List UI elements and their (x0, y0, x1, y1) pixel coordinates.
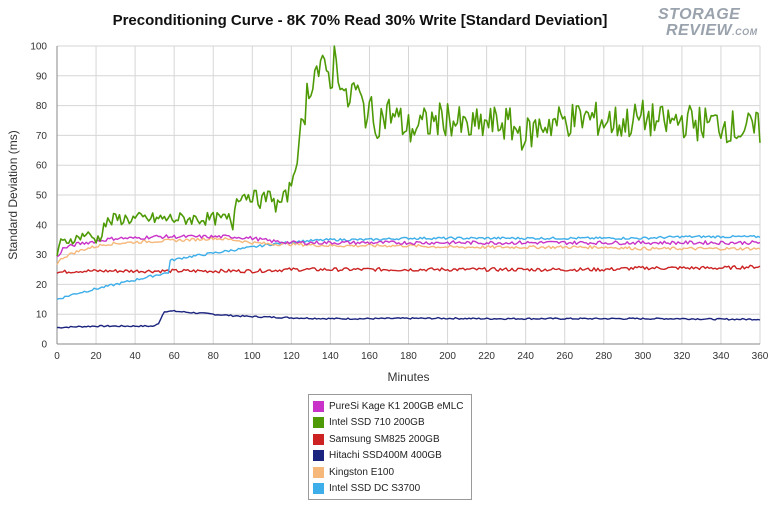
y-tick-label: 80 (36, 101, 48, 112)
x-axis-title: Minutes (387, 370, 429, 384)
legend-item: PureSi Kage K1 200GB eMLC (313, 398, 467, 415)
series-line-1 (56, 45, 761, 257)
y-tick-label: 20 (36, 280, 48, 291)
legend-item: Intel SSD 710 200GB (313, 415, 467, 432)
series-line-3 (56, 309, 761, 329)
chart-title: Preconditioning Curve - 8K 70% Read 30% … (112, 12, 608, 29)
series-line-5 (56, 234, 761, 300)
legend-label: Samsung SM825 200GB (329, 433, 440, 445)
x-tick-label: 60 (169, 351, 181, 362)
y-tick-label: 90 (36, 71, 48, 82)
storagereview-logo: STORAGE REVIEW.COM (648, 4, 768, 44)
x-tick-label: 300 (634, 351, 651, 362)
y-tick-label: 10 (36, 310, 48, 321)
legend-label: Hitachi SSD400M 400GB (329, 450, 442, 462)
legend-swatch (313, 433, 324, 445)
y-tick-label: 50 (36, 191, 48, 202)
chart-series (56, 45, 761, 329)
x-tick-label: 360 (752, 351, 769, 362)
legend-item: Hitachi SSD400M 400GB (313, 448, 467, 465)
legend-label: Intel SSD 710 200GB (329, 417, 425, 429)
chart-axes (56, 46, 760, 345)
chart-axis-labels: 0 10 20 30 40 50 60 70 80 90 100 0 20 40 60 80 100 120 140… (6, 42, 769, 385)
x-tick-label: 240 (517, 351, 534, 362)
x-tick-label: 260 (556, 351, 573, 362)
legend-label: Kingston E100 (329, 466, 395, 478)
series-line-0 (56, 234, 761, 258)
legend-item: Kingston E100 (313, 464, 467, 481)
x-tick-label: 200 (439, 351, 456, 362)
x-tick-label: 320 (674, 351, 691, 362)
legend-swatch (313, 483, 324, 495)
chart-legend: PureSi Kage K1 200GB eMLC Intel SSD 710 2… (308, 394, 472, 500)
x-tick-label: 120 (283, 351, 300, 362)
x-tick-label: 40 (130, 351, 142, 362)
legend-swatch (313, 450, 324, 462)
x-tick-label: 100 (244, 351, 261, 362)
legend-swatch (313, 417, 324, 429)
y-tick-label: 30 (36, 250, 48, 261)
chart-grid (56, 45, 761, 345)
x-tick-label: 280 (595, 351, 612, 362)
x-tick-label: 80 (208, 351, 220, 362)
y-tick-label: 60 (36, 161, 48, 172)
x-tick-label: 0 (54, 351, 60, 362)
y-tick-label: 0 (41, 340, 47, 351)
legend-item: Intel SSD DC S3700 (313, 481, 467, 498)
y-axis-title: Standard Deviation (ms) (6, 130, 20, 259)
x-tick-label: 220 (478, 351, 495, 362)
x-tick-label: 160 (361, 351, 378, 362)
y-tick-label: 70 (36, 131, 48, 142)
y-tick-label: 40 (36, 220, 48, 231)
logo-line-2: REVIEW.COM (666, 22, 758, 39)
x-tick-label: 140 (322, 351, 339, 362)
y-tick-label: 100 (30, 42, 47, 53)
legend-swatch (313, 466, 324, 478)
legend-label: Intel SSD DC S3700 (329, 483, 421, 495)
legend-label: PureSi Kage K1 200GB eMLC (329, 400, 464, 412)
x-tick-label: 20 (90, 351, 102, 362)
series-line-4 (56, 236, 761, 266)
legend-item: Samsung SM825 200GB (313, 431, 467, 448)
legend-swatch (313, 400, 324, 412)
logo-line-1: STORAGE (658, 6, 741, 23)
series-line-2 (56, 264, 761, 274)
x-tick-label: 180 (400, 351, 417, 362)
x-tick-label: 340 (713, 351, 730, 362)
